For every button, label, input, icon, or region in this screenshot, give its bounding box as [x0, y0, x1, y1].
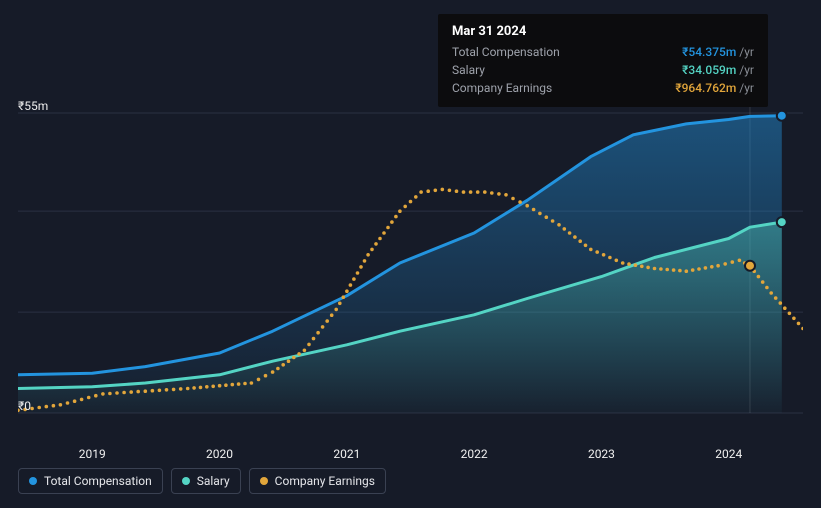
chart-legend: Total Compensation Salary Company Earnings	[18, 468, 386, 494]
legend-dot-icon	[29, 477, 37, 485]
y-axis-label: ₹0	[18, 399, 31, 413]
tooltip-row-label: Company Earnings	[452, 79, 552, 97]
x-axis-label: 2024	[715, 447, 742, 461]
legend-dot-icon	[182, 477, 190, 485]
tooltip-row-value: ₹34.059m/yr	[682, 61, 754, 79]
x-axis-label: 2021	[333, 447, 360, 461]
x-axis-label: 2020	[206, 447, 233, 461]
tooltip-date: Mar 31 2024	[452, 24, 754, 39]
legend-label: Company Earnings	[275, 474, 375, 488]
marker-salary	[777, 217, 787, 227]
marker-total-compensation	[777, 111, 787, 121]
legend-label: Total Compensation	[44, 474, 152, 488]
tooltip-row-label: Total Compensation	[452, 43, 560, 61]
legend-item-company-earnings[interactable]: Company Earnings	[249, 468, 386, 494]
chart-tooltip: Mar 31 2024 Total Compensation ₹54.375m/y…	[438, 14, 768, 107]
marker-company-earnings	[745, 261, 755, 271]
tooltip-row-value: ₹54.375m/yr	[682, 43, 754, 61]
x-axis-label: 2022	[461, 447, 488, 461]
tooltip-row: Salary ₹34.059m/yr	[452, 61, 754, 79]
x-axis-label: 2019	[79, 447, 106, 461]
y-axis-label: ₹55m	[18, 99, 48, 113]
tooltip-row-label: Salary	[452, 61, 485, 79]
legend-item-salary[interactable]: Salary	[171, 468, 241, 494]
tooltip-row: Company Earnings ₹964.762m/yr	[452, 79, 754, 97]
legend-item-total-compensation[interactable]: Total Compensation	[18, 468, 163, 494]
x-axis-label: 2023	[588, 447, 615, 461]
legend-dot-icon	[260, 477, 268, 485]
tooltip-row-value: ₹964.762m/yr	[675, 79, 754, 97]
tooltip-row: Total Compensation ₹54.375m/yr	[452, 43, 754, 61]
legend-label: Salary	[197, 474, 230, 488]
